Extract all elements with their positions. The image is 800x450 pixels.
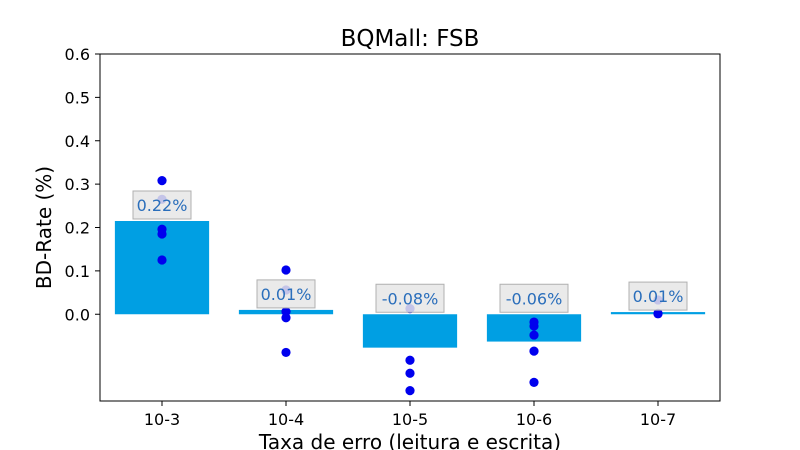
x-axis: 10-3 10-4 10-5 10-6 10-7 (144, 401, 676, 429)
bar-label-box-10-3 (132, 190, 192, 220)
y-tick-label-0.3: 0.3 (65, 175, 90, 194)
y-axis-title: BD-Rate (%) (32, 166, 56, 289)
x-axis-title: Taxa de erro (leitura e escrita) (258, 430, 561, 450)
data-point-10-3-5 (157, 255, 167, 265)
bar-label-10-6: -0.06% (506, 289, 563, 308)
data-point-10-4-4 (281, 313, 291, 323)
x-tick-label-10-7: 10-7 (640, 410, 676, 429)
bar-label-box-10-5 (375, 283, 445, 313)
x-tick-label-10-5: 10-5 (392, 410, 428, 429)
x-tick-label-10-3: 10-3 (144, 410, 180, 429)
y-tick-label-0.6: 0.6 (65, 45, 90, 64)
bar-label-box-10-7 (628, 281, 688, 311)
plot-area: 0.22% 0.01% -0.08% -0.06% 0.01% (114, 176, 706, 396)
chart-title: BQMall: FSB (341, 26, 480, 52)
y-tick-label-0.4: 0.4 (65, 132, 90, 151)
bar-label-10-4: 0.01% (261, 285, 312, 304)
data-point-10-3-1 (157, 176, 167, 186)
bar-label-box-10-4 (256, 279, 316, 309)
data-point-10-4-1 (281, 265, 291, 275)
y-tick-label-0.0: 0.0 (65, 305, 90, 324)
x-tick-label-10-6: 10-6 (516, 410, 552, 429)
data-point-10-6-2 (529, 321, 539, 331)
data-point-10-5-3 (405, 368, 415, 378)
data-point-10-4-5 (281, 347, 291, 358)
data-point-10-6-5 (529, 377, 539, 387)
data-point-10-6-4 (529, 346, 539, 356)
data-point-10-7-3 (653, 309, 663, 319)
bar-10-5 (362, 314, 458, 348)
data-point-10-6-3 (529, 330, 539, 340)
y-tick-label-0.1: 0.1 (65, 262, 90, 281)
y-tick-label-0.2: 0.2 (65, 219, 90, 238)
data-point-10-3-4 (157, 229, 167, 239)
y-axis: 0.0 0.1 0.2 0.3 0.4 0.5 0.6 (65, 45, 100, 324)
x-tick-label-10-4: 10-4 (268, 410, 304, 429)
y-tick-label-0.5: 0.5 (65, 88, 90, 107)
bar-label-10-5: -0.08% (382, 289, 439, 308)
bar-label-10-3: 0.22% (137, 196, 188, 215)
data-point-10-5-4 (405, 385, 415, 396)
data-point-10-5-2 (405, 355, 415, 365)
bar-label-10-7: 0.01% (633, 287, 684, 306)
bar-label-box-10-6 (499, 283, 569, 313)
